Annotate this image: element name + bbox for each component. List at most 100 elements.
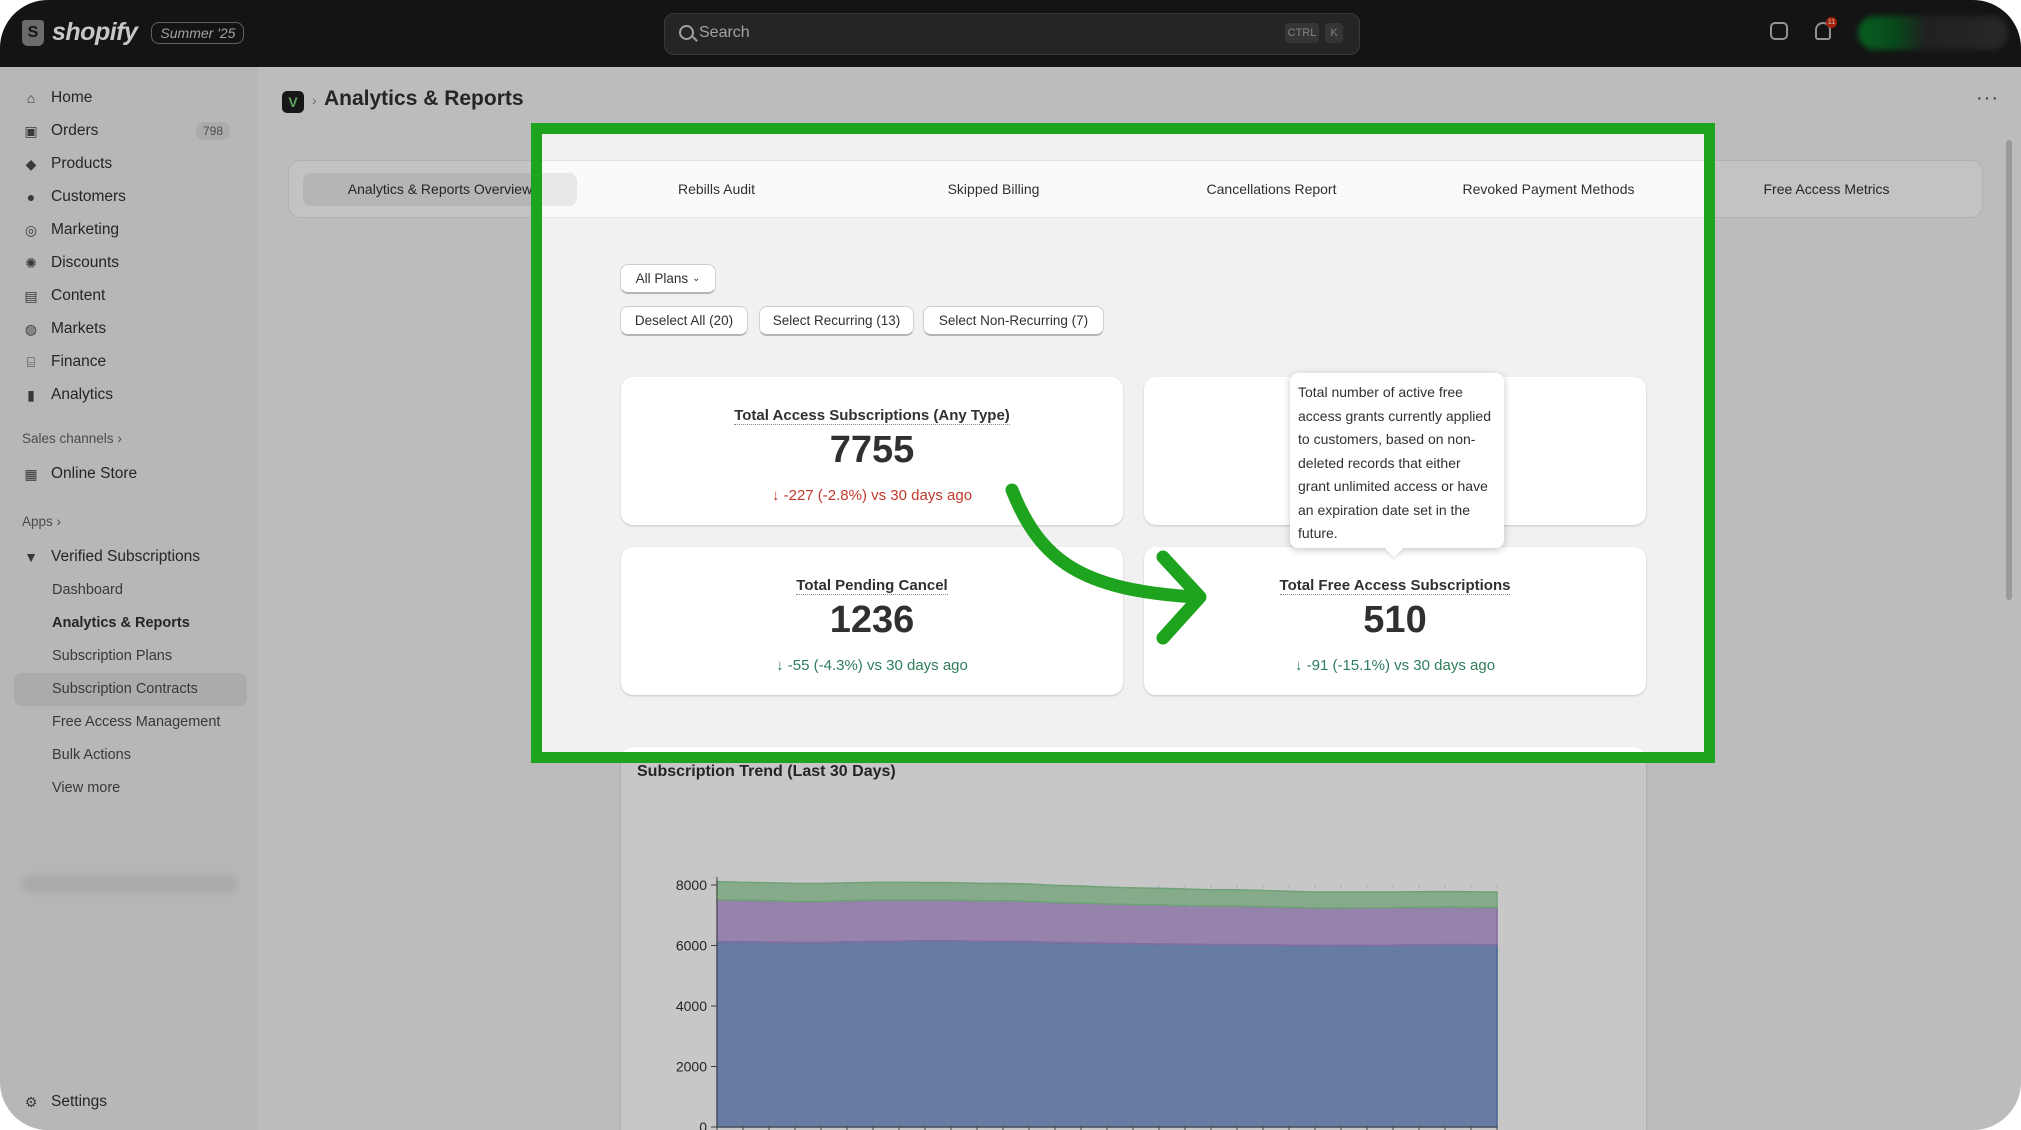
store-icon: ▦ [24,465,38,482]
sidebar: ⌂ Home ▣ Orders 798 ◆ Products ● Customers ◎ M… [0,67,258,1130]
metric-card-pending-cancel: Total Pending Cancel 1236 ↓ -55 (-4.3%) … [621,547,1123,695]
search-placeholder: Search [699,24,750,41]
select-recurring-button[interactable]: Select Recurring (13) [759,306,914,336]
sidebar-item-label: Discounts [51,254,120,271]
bank-icon: ⌸ [26,353,36,370]
card-title[interactable]: Total Access Subscriptions (Any Type) [734,407,1010,425]
bell-icon[interactable] [1815,22,1831,40]
tab-overview[interactable]: Analytics & Reports Overview [347,181,533,197]
sidebar-item-label: Home [51,89,93,106]
globe-icon: ◍ [24,320,38,337]
sidebar-item-discounts[interactable]: ✺ Discounts [22,248,119,278]
top-bar: S shopify Summer '25 Search CTRL K 11 [0,0,2021,67]
orders-count-badge: 798 [195,122,230,140]
shopify-logo[interactable]: S shopify Summer '25 [22,18,245,47]
subitem-bulk-actions[interactable]: Bulk Actions [52,747,131,763]
edition-badge[interactable]: Summer '25 [151,21,245,44]
page-title: Analytics & Reports [324,87,524,110]
ctrl-key-hint: CTRL [1285,23,1319,43]
plan-filter-dropdown[interactable]: All Plans ⌄ [620,264,716,294]
card-delta: ↓ -91 (-15.1%) vs 30 days ago [1294,657,1496,674]
card-title[interactable]: Total Pending Cancel [796,577,948,595]
active-subitem-highlight [14,673,247,706]
subitem-view-more[interactable]: View more [52,780,121,796]
account-avatar[interactable] [1858,16,2008,50]
scrollbar[interactable] [2006,140,2012,600]
card-value: 1236 [829,599,915,641]
tab-rebills-audit[interactable]: Rebills Audit [677,181,756,197]
tag-icon: ◆ [25,155,37,172]
search-input[interactable]: Search CTRL K [664,13,1360,55]
sidebar-item-online-store[interactable]: ▦ Online Store [22,459,137,489]
sidebar-item-label: Marketing [51,221,120,238]
sales-channels-heading[interactable]: Sales channels › [22,431,122,446]
y-tick-label: 2000 [676,1059,707,1075]
subitem-subscription-plans[interactable]: Subscription Plans [52,648,173,664]
sidebar-item-label: Customers [51,188,126,205]
metric-card-total-access: Total Access Subscriptions (Any Type) 77… [621,377,1123,525]
subitem-analytics-reports[interactable]: Analytics & Reports [52,615,190,631]
sidebar-item-label: Verified Subscriptions [51,548,201,565]
sidebar-item-analytics[interactable]: ▮ Analytics [22,380,113,410]
card-delta: ↓ -55 (-4.3%) vs 30 days ago [776,657,968,674]
bar-chart-icon: ▮ [27,386,35,403]
shopify-bag-icon: S [22,19,44,46]
sidebar-item-markets[interactable]: ◍ Markets [22,314,106,344]
sidebar-item-home[interactable]: ⌂ Home [22,83,93,113]
sidebar-item-label: Finance [51,353,107,370]
sidebar-item-label: Settings [51,1093,108,1110]
sidebar-item-marketing[interactable]: ◎ Marketing [22,215,119,245]
app-logo-icon[interactable]: V [282,91,304,113]
sidekick-icon[interactable] [1770,22,1788,40]
chart-title: Subscription Trend (Last 30 Days) [637,763,896,780]
sidebar-item-verified-subscriptions[interactable]: ▼ Verified Subscriptions [22,542,200,572]
blurred-item [22,875,237,893]
card-delta: ↓ -227 (-2.8%) vs 30 days ago [771,487,973,504]
subitem-dashboard[interactable]: Dashboard [52,582,123,598]
metric-card-free-access: Total Free Access Subscriptions 510 ↓ -9… [1144,547,1646,695]
sidebar-item-label: Products [51,155,113,172]
apps-heading[interactable]: Apps › [22,514,62,529]
subscription-trend-card: Subscription Trend (Last 30 Days) 0 2000 4… [621,747,1646,1130]
chevron-down-icon: ⌄ [691,273,701,284]
subitem-free-access-management[interactable]: Free Access Management [52,714,221,730]
select-non-recurring-button[interactable]: Select Non-Recurring (7) [923,306,1104,336]
k-key-hint: K [1325,23,1343,43]
card-title[interactable]: Total Free Access Subscriptions [1279,577,1511,595]
y-tick-label: 6000 [676,938,707,954]
section-label-text: Apps [22,514,53,529]
report-tabs: Analytics & Reports Overview Rebills Aud… [288,160,1983,218]
sidebar-item-label: Content [51,287,106,304]
metric-tooltip: Total number of active free access grant… [1290,373,1504,548]
tab-cancellations-report[interactable]: Cancellations Report [1206,181,1337,197]
person-icon: ● [26,189,36,205]
tab-skipped-billing[interactable]: Skipped Billing [947,181,1040,197]
home-icon: ⌂ [26,90,36,106]
sidebar-item-settings[interactable]: ⚙ Settings [22,1087,107,1117]
gear-icon: ⚙ [24,1093,38,1110]
y-tick-label: 4000 [676,998,707,1014]
series-area-0 [716,940,1498,1128]
sidebar-item-label: Markets [51,320,107,337]
deselect-all-button[interactable]: Deselect All (20) [620,306,748,336]
y-tick-label: 0 [699,1119,707,1130]
sidebar-item-customers[interactable]: ● Customers [22,182,126,212]
brand-name: shopify [52,18,138,46]
section-label-text: Sales channels [22,431,114,446]
sidebar-item-products[interactable]: ◆ Products [22,149,113,179]
content-icon: ▤ [24,287,38,304]
card-value: 7755 [829,429,915,471]
search-icon [679,25,694,40]
sidebar-item-label: Orders [51,122,99,139]
tab-free-access-metrics[interactable]: Free Access Metrics [1763,181,1890,197]
subitem-subscription-contracts[interactable]: Subscription Contracts [52,681,198,697]
tab-revoked-payment-methods[interactable]: Revoked Payment Methods [1462,181,1635,197]
more-actions-icon[interactable]: ··· [1976,87,1999,109]
subscription-trend-chart: 020004000600080007/257/267/277/287/297/3… [676,877,1498,1130]
discount-icon: ✺ [25,254,37,271]
target-icon: ◎ [24,221,38,238]
breadcrumb-separator: › [312,92,317,108]
sidebar-item-content[interactable]: ▤ Content [22,281,105,311]
sidebar-item-finance[interactable]: ⌸ Finance [22,347,106,377]
sidebar-item-orders[interactable]: ▣ Orders 798 [22,116,244,146]
